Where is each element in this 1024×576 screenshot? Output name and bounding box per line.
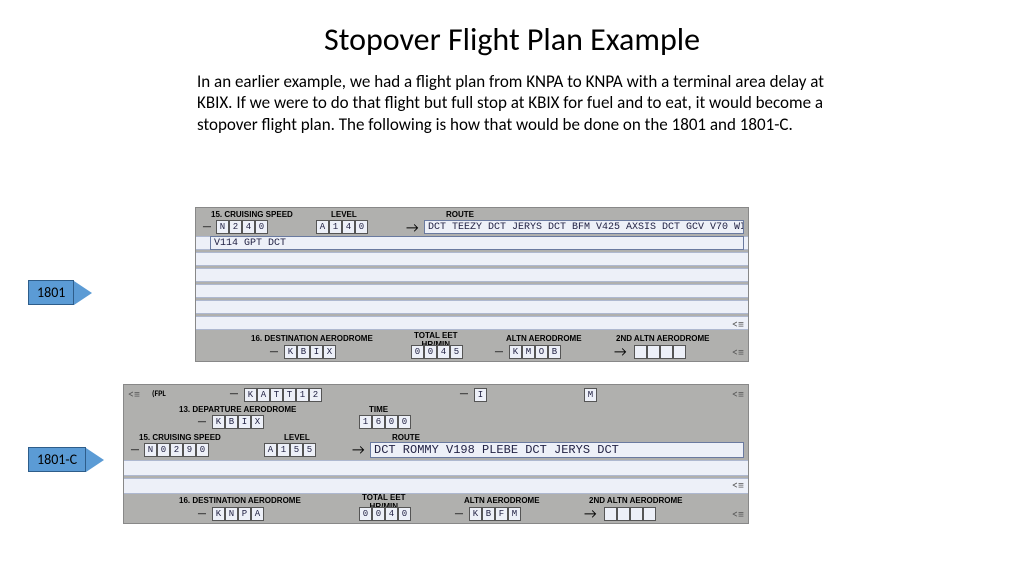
page-title: Stopover Flight Plan Example [0, 0, 1024, 59]
label-16-dest: 16. DESTINATION AERODROME [251, 334, 373, 343]
level-boxes[interactable]: A140 [316, 220, 368, 234]
label-altn: ALTN AERODROME [506, 334, 582, 343]
route-c-line-1[interactable]: DCT ROMMY V198 PLEBE DCT JERYS DCT [370, 442, 744, 458]
label-1801: 1801 [28, 280, 74, 305]
label-15-cruising-speed-c: 15. CRUISING SPEED [139, 433, 221, 442]
altn2-c-boxes[interactable] [604, 507, 656, 521]
label-level: LEVEL [331, 210, 357, 219]
label-1801c-arrow: 1801-C [28, 447, 104, 472]
ident-boxes[interactable]: KATT12 [244, 388, 322, 402]
label-1801c: 1801-C [28, 447, 86, 472]
dash: — [459, 387, 469, 400]
dash: — [130, 443, 140, 456]
menu-icon[interactable]: <≡ [732, 346, 744, 360]
menu-icon[interactable]: <≡ [732, 318, 744, 332]
label-1801-arrow: 1801 [28, 280, 92, 305]
arrow-icon: → [352, 441, 365, 458]
menu-icon[interactable]: <≡ [128, 388, 140, 402]
label-13-departure: 13. DEPARTURE AERODROME [179, 405, 296, 414]
arrow-icon: → [614, 343, 627, 360]
form-1801c: <≡ (FPL — KATT12 — I M <≡ 13. DEPARTURE … [123, 384, 749, 524]
altn-boxes[interactable]: KMOB [509, 345, 561, 359]
dest-boxes[interactable]: KBIX [284, 345, 336, 359]
speed-boxes[interactable]: N240 [216, 220, 268, 234]
label-altn2: 2ND ALTN AERODROME [616, 334, 709, 343]
time-boxes[interactable]: 1600 [359, 415, 411, 429]
type-boxes[interactable]: I [474, 388, 487, 402]
menu-icon[interactable]: <≡ [732, 479, 744, 493]
intro-paragraph: In an earlier example, we had a flight p… [197, 71, 827, 135]
route-line-1[interactable]: DCT TEEZY DCT JERYS DCT BFM V425 AXSIS D… [424, 220, 744, 234]
label-16-dest-c: 16. DESTINATION AERODROME [179, 496, 301, 505]
label-15-cruising-speed: 15. CRUISING SPEED [211, 210, 293, 219]
m-boxes[interactable]: M [584, 388, 597, 402]
form-1801: 15. CRUISING SPEED LEVEL ROUTE — N240 A1… [195, 207, 749, 362]
route-line-2[interactable]: V114 GPT DCT [210, 236, 744, 250]
dep-boxes[interactable]: KBIX [212, 415, 264, 429]
speed-c-boxes[interactable]: N0290 [144, 443, 209, 457]
arrow-right-icon [74, 281, 92, 305]
arrow-right-icon [86, 448, 104, 472]
eet-boxes[interactable]: 0045 [411, 345, 463, 359]
label-level-c: LEVEL [284, 433, 310, 442]
arrow-icon: → [584, 505, 597, 522]
label-route-c: ROUTE [392, 433, 420, 442]
label-route: ROUTE [446, 210, 474, 219]
label-altn-c: ALTN AERODROME [464, 496, 540, 505]
label-fpl: (FPL [152, 389, 166, 399]
dash: — [494, 345, 504, 358]
dash: — [202, 220, 212, 233]
dash: — [269, 345, 279, 358]
dash: — [197, 507, 207, 520]
menu-icon[interactable]: <≡ [732, 388, 744, 402]
menu-icon[interactable]: <≡ [732, 508, 744, 522]
dest-c-boxes[interactable]: KNPA [212, 507, 264, 521]
dash: — [454, 507, 464, 520]
altn-c-boxes[interactable]: KBFM [469, 507, 521, 521]
label-time: TIME [369, 405, 388, 414]
arrow-icon: → [406, 219, 419, 236]
dash: — [229, 387, 239, 400]
level-c-boxes[interactable]: A155 [264, 443, 316, 457]
dash: — [197, 415, 207, 428]
eet-c-boxes[interactable]: 0040 [359, 507, 411, 521]
label-altn2-c: 2ND ALTN AERODROME [589, 496, 682, 505]
altn2-boxes[interactable] [634, 345, 686, 359]
